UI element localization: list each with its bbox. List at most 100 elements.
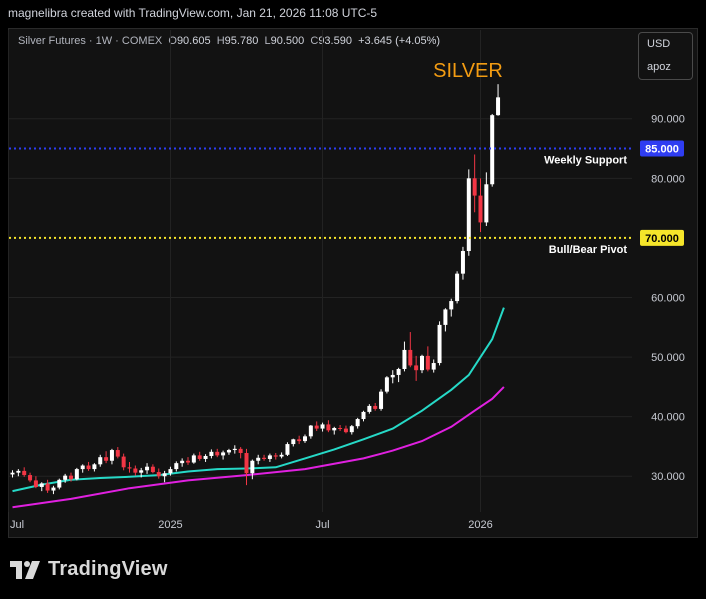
candle[interactable] xyxy=(57,478,62,490)
candle[interactable] xyxy=(472,154,477,213)
candle[interactable] xyxy=(80,464,85,473)
candle[interactable] xyxy=(51,485,56,495)
candle[interactable] xyxy=(92,463,97,472)
candle[interactable] xyxy=(273,453,278,460)
candle[interactable] xyxy=(109,448,114,465)
candle[interactable] xyxy=(425,346,430,372)
candle[interactable] xyxy=(303,434,307,443)
candle[interactable] xyxy=(203,454,208,462)
candle[interactable] xyxy=(150,464,155,474)
candle[interactable] xyxy=(291,438,296,447)
candle[interactable] xyxy=(174,461,179,472)
candle[interactable] xyxy=(156,468,161,479)
candle[interactable] xyxy=(314,421,319,431)
candle[interactable] xyxy=(221,450,226,460)
candle[interactable] xyxy=(414,355,419,381)
candle[interactable] xyxy=(244,448,249,486)
candle[interactable] xyxy=(186,457,190,465)
candle[interactable] xyxy=(133,465,138,476)
candle[interactable] xyxy=(390,370,395,384)
candle[interactable] xyxy=(197,451,202,461)
candle[interactable] xyxy=(379,389,384,411)
candle-body xyxy=(455,273,460,302)
y-tick-label: 60.000 xyxy=(651,292,685,304)
candle[interactable] xyxy=(420,354,424,374)
candle[interactable] xyxy=(168,466,173,476)
candle[interactable] xyxy=(28,472,33,483)
candle[interactable] xyxy=(332,426,337,435)
candle-body xyxy=(226,450,231,453)
candle[interactable] xyxy=(139,467,144,478)
candle[interactable] xyxy=(297,435,302,445)
candle[interactable] xyxy=(455,271,460,304)
candle[interactable] xyxy=(10,470,15,478)
candle[interactable] xyxy=(145,463,150,474)
candle[interactable] xyxy=(104,451,109,464)
x-tick-label: 2026 xyxy=(468,519,492,531)
candle[interactable] xyxy=(262,454,267,461)
candle[interactable] xyxy=(226,448,231,455)
high-label: H xyxy=(216,35,225,47)
candle[interactable] xyxy=(443,308,448,332)
candle[interactable] xyxy=(367,404,372,414)
candle[interactable] xyxy=(232,445,237,454)
candle[interactable] xyxy=(209,449,214,459)
candle[interactable] xyxy=(215,448,220,458)
candle[interactable] xyxy=(22,467,27,477)
candle[interactable] xyxy=(69,472,73,482)
candle[interactable] xyxy=(343,425,348,434)
candle[interactable] xyxy=(308,425,313,439)
candle[interactable] xyxy=(98,454,103,467)
candle[interactable] xyxy=(33,476,38,489)
candle[interactable] xyxy=(496,84,501,116)
candle[interactable] xyxy=(320,422,325,432)
candle[interactable] xyxy=(86,461,91,471)
candle[interactable] xyxy=(238,447,243,459)
candle[interactable] xyxy=(267,453,272,462)
candle-body xyxy=(320,424,325,429)
candle[interactable] xyxy=(460,246,465,280)
candle[interactable] xyxy=(466,169,471,256)
candle[interactable] xyxy=(449,298,454,317)
candle-body xyxy=(22,470,27,476)
candle-body xyxy=(156,472,161,477)
candle[interactable] xyxy=(256,454,261,465)
candle[interactable] xyxy=(384,376,389,394)
candle[interactable] xyxy=(16,469,21,477)
chart-panel[interactable] xyxy=(8,28,698,538)
candle[interactable] xyxy=(45,479,50,493)
candle-body xyxy=(139,470,144,473)
candle[interactable] xyxy=(121,453,126,471)
candle[interactable] xyxy=(437,321,442,366)
candle[interactable] xyxy=(279,452,284,459)
candle-body xyxy=(267,455,272,459)
candle[interactable] xyxy=(484,172,489,226)
candle[interactable] xyxy=(338,425,343,431)
candle-body xyxy=(332,427,337,431)
candle[interactable] xyxy=(349,425,354,435)
candle[interactable] xyxy=(162,470,167,483)
candle[interactable] xyxy=(402,341,407,372)
candle[interactable] xyxy=(396,367,401,383)
candle[interactable] xyxy=(285,442,290,456)
candle[interactable] xyxy=(250,459,255,480)
candle[interactable] xyxy=(191,453,196,464)
candle[interactable] xyxy=(63,473,68,483)
candle[interactable] xyxy=(431,359,436,373)
candle[interactable] xyxy=(355,417,360,429)
candle[interactable] xyxy=(478,178,483,232)
candle[interactable] xyxy=(180,458,185,467)
candle[interactable] xyxy=(326,420,331,433)
candle-body xyxy=(349,426,354,433)
candle[interactable] xyxy=(373,402,378,411)
candle[interactable] xyxy=(74,467,79,481)
candle[interactable] xyxy=(408,332,413,368)
candle[interactable] xyxy=(361,410,366,422)
candle[interactable] xyxy=(39,482,44,492)
currency-unit-button[interactable]: USD apoz xyxy=(638,32,693,80)
candle[interactable] xyxy=(127,461,132,473)
candle[interactable] xyxy=(115,447,120,459)
candle-body xyxy=(303,436,307,442)
candle[interactable] xyxy=(490,113,495,187)
